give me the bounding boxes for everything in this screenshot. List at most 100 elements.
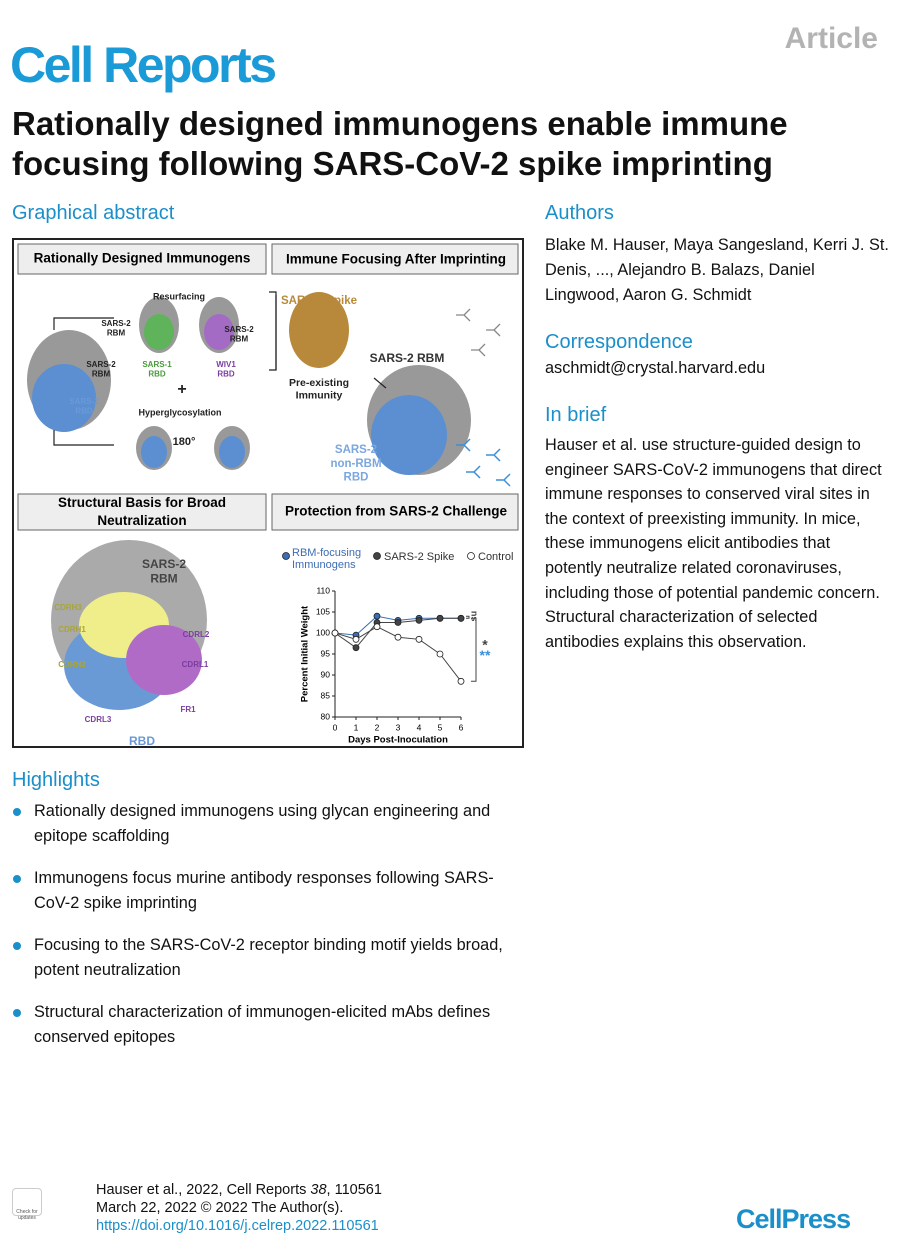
doi-link[interactable]: https://doi.org/10.1016/j.celrep.2022.11…: [96, 1218, 379, 1234]
figure-label: SARS-2: [101, 319, 131, 328]
x-tick-label: 5: [438, 722, 443, 732]
data-point: [373, 612, 381, 620]
email: aschmidt@crystal.harvard.edu: [545, 359, 766, 377]
y-tick-label: 90: [321, 669, 331, 679]
x-axis-label: Days Post-Inoculation: [348, 735, 448, 746]
bracket: [466, 615, 470, 619]
section-heading: Graphical abstract: [12, 202, 175, 224]
legend-marker: [467, 552, 475, 560]
legend-entry: RBM-focusing Immunogens: [292, 547, 362, 571]
author-list: Blake M. Hauser, Maya Sangesland, Kerri …: [545, 236, 889, 304]
figure-label: RBD: [75, 407, 93, 416]
graphical-abstract-art: Rationally Designed Immunogens Immune Foc…: [17, 243, 519, 746]
figure-label: SARS-2: [86, 360, 116, 369]
data-point: [394, 633, 402, 641]
section-heading: In brief: [545, 404, 607, 426]
figure-label: RBM: [92, 370, 111, 379]
figure-label: Immunity: [296, 389, 343, 401]
x-tick-label: 0: [333, 722, 338, 732]
figure-label: RBD: [217, 370, 235, 379]
highlight-item: Immunogens focus murine antibody respons…: [34, 869, 494, 912]
panel-title: Immune Focusing After Imprinting: [286, 252, 506, 267]
article-title: Rationally designed immunogens enable im…: [12, 105, 788, 182]
bullet: [13, 942, 21, 950]
legend-entry: Control: [478, 551, 514, 563]
data-point: [352, 644, 360, 652]
data-point: [394, 619, 402, 626]
x-tick-label: 4: [417, 722, 422, 732]
y-tick-label: 105: [316, 606, 330, 616]
bracket: [471, 617, 477, 682]
significance: **: [480, 647, 491, 663]
figure-label: RBD: [344, 472, 369, 484]
figure-label: SARS-2: [142, 557, 186, 571]
figure-label: CDRH3: [54, 603, 82, 612]
data-point: [415, 635, 423, 643]
article-number: , 110561: [326, 1182, 382, 1198]
date-line: March 22, 2022 © 2022 The Author(s).: [96, 1200, 344, 1216]
figure-label: SARS-2: [335, 444, 377, 456]
figure-label: CDRL2: [183, 630, 210, 639]
data-point: [331, 629, 339, 637]
legend-entry: SARS-2 Spike: [384, 551, 455, 563]
panel-title: Protection from SARS-2 Challenge: [285, 504, 508, 519]
figure-label: SARS-2: [224, 325, 254, 334]
in-brief-text: Hauser et al. use structure-guided desig…: [545, 436, 882, 651]
figure-label: RBM: [150, 572, 177, 586]
figure-label: RBM: [107, 329, 126, 338]
x-tick-label: 2: [375, 722, 380, 732]
figure-label: RBM: [230, 335, 249, 344]
figure-label: +: [177, 381, 186, 398]
arrows: [53, 291, 387, 446]
protein-structures: [27, 292, 471, 710]
section-heading: Highlights: [12, 769, 100, 791]
data-point: [457, 614, 465, 622]
data-point: [373, 623, 381, 631]
figure-label: non-RBM: [330, 458, 381, 470]
figure-label: Hyperglycosylation: [138, 407, 221, 417]
y-tick-label: 80: [321, 711, 331, 721]
bullet: [13, 1009, 21, 1017]
publisher-logo: CellPress: [736, 1204, 851, 1234]
data-point: [457, 677, 465, 685]
antibodies: [456, 308, 501, 357]
legend-marker: [373, 552, 381, 560]
y-tick-label: 85: [321, 690, 331, 700]
panel-title: Rationally Designed Immunogens: [34, 251, 251, 266]
data-point: [352, 635, 360, 643]
y-tick-label: 100: [316, 627, 330, 637]
volume: 38: [310, 1182, 327, 1198]
highlight-item: Rationally designed immunogens using gly…: [34, 802, 491, 845]
panel-title-boxes: [17, 243, 519, 531]
section-heading: Correspondence: [545, 331, 693, 353]
y-tick-label: 95: [321, 648, 331, 658]
data-point: [436, 650, 444, 658]
section-heading: Authors: [545, 202, 614, 224]
x-tick-label: 6: [459, 722, 464, 732]
panel-title-line: Neutralization: [97, 513, 186, 528]
figure-label: SARS-2 Spike: [281, 295, 357, 307]
x-tick-label: 3: [396, 722, 401, 732]
figure-label: 180°: [173, 436, 196, 448]
figure-label: SARS-1: [142, 360, 172, 369]
figure-label: CDRL1: [182, 660, 209, 669]
legend-marker: [282, 552, 290, 560]
highlight-item: Focusing to the SARS-CoV-2 receptor bind…: [34, 936, 503, 979]
x-tick-label: 1: [354, 722, 359, 732]
citation: Hauser et al., 2022, Cell Reports 38, 11…: [96, 1181, 382, 1235]
figure-label: WIV1: [216, 360, 236, 369]
figure-label: CDRH1: [58, 625, 86, 634]
data-point: [436, 614, 444, 622]
article-type: Article: [784, 22, 878, 55]
citation-text: Hauser et al., 2022, Cell Reports: [96, 1182, 307, 1198]
bullet: [13, 808, 21, 816]
figure-label: Resurfacing: [153, 291, 205, 301]
citation-line: Hauser et al., 2022, Cell Reports 38, 11…: [96, 1181, 382, 1199]
journal-name: Cell Reports: [10, 37, 277, 93]
graphical-abstract: Rationally Designed Immunogens Immune Foc…: [12, 238, 524, 748]
significance: ns: [470, 611, 480, 622]
bullet: [13, 875, 21, 883]
highlight-item: Structural characterization of immunogen…: [34, 1003, 491, 1046]
antibodies-blue: [456, 438, 511, 487]
